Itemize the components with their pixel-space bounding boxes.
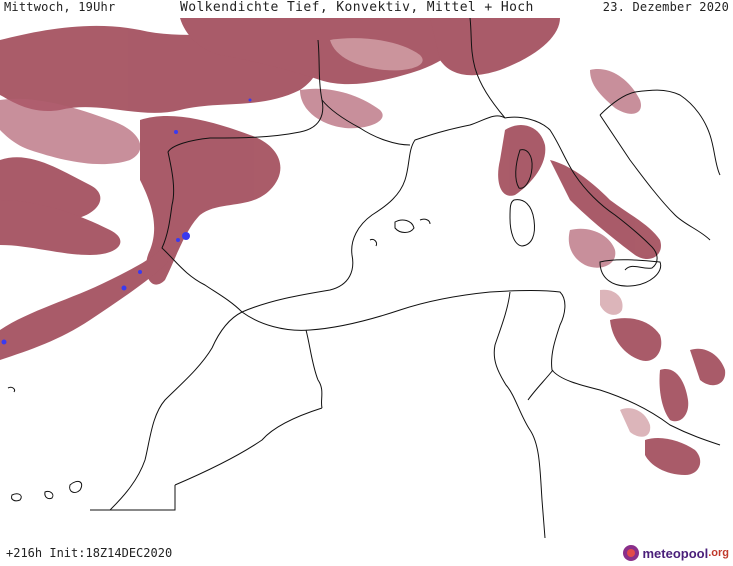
map-footer: +216h Init:18Z14DEC2020 meteopool .org xyxy=(0,538,733,566)
map-title: Wolkendichte Tief, Konvektiv, Mittel + H… xyxy=(180,0,534,15)
valid-date: 23. Dezember 2020 xyxy=(602,0,729,14)
cloud-cover-layer xyxy=(0,18,726,475)
forecast-weekday-time: Mittwoch, 19Uhr xyxy=(4,0,116,14)
logo-text-tld: .org xyxy=(708,547,729,559)
meteopool-logo[interactable]: meteopool .org xyxy=(623,542,729,564)
model-run-info: +216h Init:18Z14DEC2020 xyxy=(6,546,173,560)
weather-map[interactable] xyxy=(0,18,733,538)
meteopool-logo-icon xyxy=(623,545,640,561)
cloud-density-map xyxy=(0,18,733,538)
coastlines-borders xyxy=(7,18,721,538)
logo-text-main: meteopool xyxy=(642,545,709,561)
convective-cells xyxy=(1,98,252,345)
